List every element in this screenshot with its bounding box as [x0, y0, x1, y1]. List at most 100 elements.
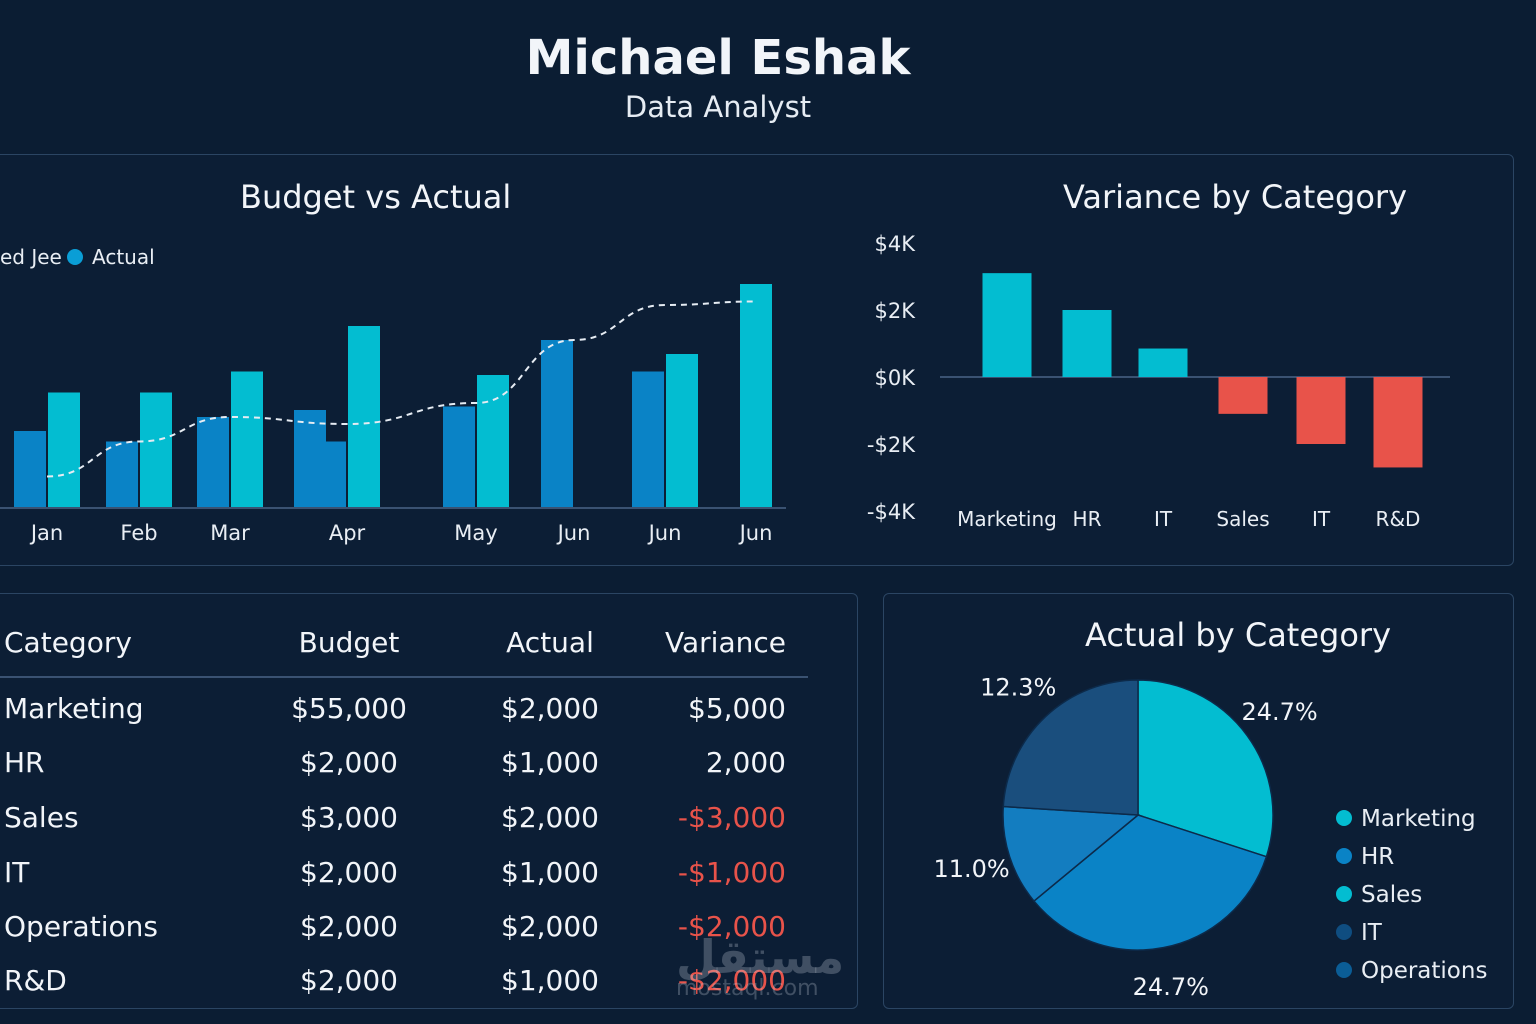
cell-actual: $1,000	[501, 746, 599, 779]
x-tick-label: Feb	[120, 521, 157, 545]
cell-variance: -$3,000	[677, 801, 786, 834]
legend-label: HR	[1361, 844, 1394, 870]
variance-bar	[1296, 377, 1346, 444]
x-tick-label: Marketing	[957, 507, 1057, 531]
legend-label: IT	[1361, 920, 1383, 946]
x-tick-label: Jun	[556, 521, 591, 545]
x-tick-label: Apr	[329, 521, 366, 545]
legend-marker	[1336, 810, 1352, 826]
cell-category: Marketing	[4, 692, 144, 725]
actual-bar	[740, 284, 772, 508]
legend-label: Marketing	[1361, 806, 1476, 832]
header-category: Category	[4, 626, 132, 659]
cell-variance: -$2,000	[677, 910, 786, 943]
y-tick-label: -$4K	[867, 500, 916, 524]
page-subtitle: Data Analyst	[624, 90, 812, 124]
x-tick-label: HR	[1073, 507, 1102, 531]
legend-actual-marker	[67, 249, 83, 265]
cell-actual: $1,000	[501, 856, 599, 889]
y-tick-label: $0K	[875, 366, 917, 390]
variance-bar	[1373, 377, 1423, 468]
variance-bar	[1138, 348, 1188, 377]
cell-category: IT	[4, 856, 30, 889]
actual-bar	[348, 326, 380, 508]
pie-data-label: 11.0%	[933, 855, 1009, 883]
cell-category: R&D	[4, 964, 67, 997]
cell-variance: -$2,000	[677, 964, 786, 997]
pie-data-label: 24.7%	[1241, 698, 1317, 726]
cell-variance: $5,000	[688, 692, 786, 725]
cell-variance: -$1,000	[677, 856, 786, 889]
variance-bar	[1218, 377, 1268, 414]
watermark-logo: مستقل	[676, 930, 845, 984]
table-panel	[0, 593, 858, 1009]
table-header-divider	[0, 676, 808, 678]
watermark-url: mostaql.com	[676, 976, 819, 1001]
header-budget: Budget	[298, 626, 400, 659]
cell-budget: $2,000	[300, 856, 398, 889]
cell-budget: $2,000	[300, 910, 398, 943]
budget-bar	[294, 410, 326, 508]
x-tick-label: Jun	[738, 521, 773, 545]
trend-line	[46, 300, 757, 478]
y-tick-label: $2K	[875, 299, 917, 323]
x-tick-label: IT	[1312, 507, 1331, 531]
pie-data-label: 24.7%	[1133, 973, 1209, 1000]
pie-slice	[1032, 814, 1268, 951]
legend-label: Sales	[1361, 882, 1422, 908]
budget-bar	[14, 431, 46, 508]
cell-budget: $2,000	[300, 746, 398, 779]
cell-category: Sales	[4, 801, 79, 834]
budget-bar	[541, 340, 573, 508]
pie-chart-title: Actual by Category	[1085, 616, 1392, 654]
x-tick-label: R&D	[1376, 507, 1421, 531]
actual-bar	[48, 392, 80, 508]
variance-chart-title: Variance by Category	[1063, 178, 1407, 216]
pie-slice	[1137, 679, 1274, 858]
variance-by-category-chart: $4K $2K $0K -$2K -$4K Marketing HR IT Sales IT R&…	[867, 232, 1450, 531]
legend-marker	[1336, 962, 1352, 978]
cell-actual: $2,000	[501, 801, 599, 834]
legend-marker	[1336, 924, 1352, 940]
pie-slice	[1002, 679, 1139, 816]
cell-category: Operations	[4, 910, 158, 943]
budget-bar	[106, 441, 138, 508]
legend-actual-label: Actual	[92, 245, 155, 269]
budget-bar	[443, 406, 475, 508]
actual-by-category-chart: 24.7% 24.7% 11.0% 12.3% Marketing HR Sales IT O…	[933, 673, 1487, 1000]
budget-vs-actual-chart: ed Jee Actual Jan Feb Mar Apr May Jun Jun Jun	[0, 245, 786, 545]
x-tick-label: May	[454, 521, 497, 545]
cell-budget: $3,000	[300, 801, 398, 834]
pie-slice	[1002, 805, 1140, 903]
variance-bar	[982, 273, 1032, 377]
legend-marker	[1336, 886, 1352, 902]
actual-bar	[666, 354, 698, 508]
y-tick-label: -$2K	[867, 433, 916, 457]
legend-marker	[1336, 848, 1352, 864]
budget-bar	[632, 371, 664, 508]
x-tick-label: Jun	[647, 521, 682, 545]
legend-label: Operations	[1361, 958, 1487, 984]
budget-bar	[197, 417, 229, 508]
cell-actual: $1,000	[501, 964, 599, 997]
budget-chart-title: Budget vs Actual	[240, 178, 512, 216]
page-title: Michael Eshak	[525, 30, 911, 86]
header-actual: Actual	[506, 626, 594, 659]
pie-data-label: 12.3%	[980, 673, 1056, 701]
x-tick-label: Mar	[210, 521, 250, 545]
actual-bar	[231, 371, 263, 508]
header-variance: Variance	[665, 626, 786, 659]
variance-bar	[1062, 310, 1112, 377]
cell-category: HR	[4, 746, 45, 779]
actual-bar	[477, 375, 509, 508]
x-tick-label: Jan	[29, 521, 63, 545]
legend-budget-label: ed Jee	[0, 245, 62, 269]
x-tick-label: IT	[1154, 507, 1173, 531]
x-tick-label: Sales	[1216, 507, 1269, 531]
cell-budget: $55,000	[291, 692, 407, 725]
cell-actual: $2,000	[501, 910, 599, 943]
cell-actual: $2,000	[501, 692, 599, 725]
cell-variance: 2,000	[705, 746, 786, 779]
y-tick-label: $4K	[875, 232, 917, 256]
actual-bar	[140, 392, 172, 508]
